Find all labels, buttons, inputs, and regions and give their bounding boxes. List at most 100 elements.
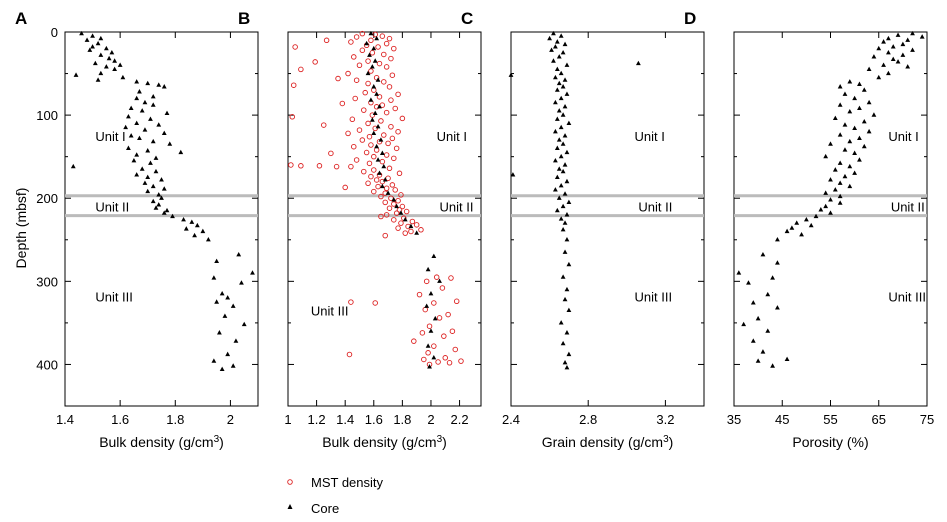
panel-b-x-axis-label: Bulk density (g/cm3) bbox=[322, 434, 447, 450]
core-point bbox=[214, 258, 220, 263]
unit-label: Unit I bbox=[95, 129, 125, 144]
core-point bbox=[852, 150, 858, 155]
core-point bbox=[369, 117, 375, 122]
mst-point bbox=[452, 346, 459, 353]
mst-point bbox=[333, 163, 340, 170]
core-point bbox=[145, 80, 151, 86]
core-point bbox=[431, 354, 437, 360]
mst-point bbox=[368, 142, 374, 148]
x-tick-label: 1 bbox=[284, 412, 291, 427]
core-point bbox=[564, 330, 570, 335]
mst-point bbox=[348, 39, 354, 45]
core-point bbox=[150, 94, 156, 99]
core-point bbox=[230, 303, 236, 308]
core-point bbox=[919, 34, 925, 39]
core-point bbox=[189, 219, 195, 224]
core-point bbox=[142, 180, 148, 185]
mst-point bbox=[376, 60, 383, 67]
mst-point bbox=[396, 170, 403, 177]
mst-point bbox=[425, 350, 431, 356]
panel-a-x-axis-label: Bulk density (g/cm3) bbox=[99, 434, 224, 450]
mst-point bbox=[395, 197, 401, 204]
core-point bbox=[837, 180, 843, 185]
core-point bbox=[103, 64, 109, 69]
core-point bbox=[900, 41, 906, 47]
core-point bbox=[225, 351, 231, 357]
x-tick-label: 2.8 bbox=[579, 412, 597, 427]
panel-c-x-axis-label: Grain density (g/cm3) bbox=[542, 434, 674, 450]
core-point bbox=[205, 236, 211, 242]
core-point bbox=[551, 58, 556, 63]
core-point bbox=[150, 183, 156, 189]
mst-point bbox=[383, 40, 390, 47]
core-point bbox=[750, 338, 756, 343]
core-point bbox=[137, 89, 142, 94]
unit-label: Unit II bbox=[95, 200, 129, 215]
core-point bbox=[556, 166, 562, 171]
mst-point bbox=[395, 128, 401, 135]
core-point bbox=[378, 137, 384, 142]
core-point bbox=[556, 54, 562, 59]
core-point bbox=[842, 173, 848, 179]
core-point bbox=[156, 202, 162, 207]
mst-point bbox=[411, 338, 417, 344]
core-point bbox=[765, 328, 771, 333]
x-tick-label: 1.8 bbox=[393, 412, 411, 427]
mst-point bbox=[351, 54, 357, 60]
mst-point bbox=[388, 55, 394, 62]
core-point bbox=[134, 172, 140, 177]
core-point bbox=[369, 64, 375, 69]
core-point bbox=[562, 41, 568, 47]
core-point bbox=[150, 138, 156, 144]
mst-point bbox=[419, 330, 426, 336]
core-point bbox=[813, 213, 819, 219]
mst-point bbox=[382, 232, 388, 239]
core-point bbox=[842, 91, 848, 96]
core-point bbox=[842, 147, 848, 152]
core-point bbox=[558, 95, 564, 101]
mst-point bbox=[328, 150, 334, 157]
core-point bbox=[230, 363, 236, 368]
mst-point bbox=[442, 355, 449, 361]
unit-label: Unit I bbox=[437, 129, 467, 144]
core-point bbox=[431, 253, 437, 258]
core-point bbox=[109, 49, 115, 55]
mst-point bbox=[379, 158, 386, 165]
core-point bbox=[167, 141, 173, 146]
core-point bbox=[770, 363, 775, 368]
core-point bbox=[123, 124, 129, 130]
core-point bbox=[789, 225, 795, 230]
unit-label: Unit III bbox=[888, 289, 926, 304]
core-point bbox=[832, 187, 838, 192]
mst-point bbox=[381, 51, 387, 58]
core-point bbox=[250, 270, 255, 275]
core-point bbox=[192, 232, 197, 238]
core-point bbox=[131, 158, 137, 163]
mst-point bbox=[388, 97, 394, 103]
core-point bbox=[905, 37, 911, 42]
core-point bbox=[554, 174, 560, 180]
x-tick-label: 55 bbox=[823, 412, 837, 427]
mst-point bbox=[365, 58, 371, 64]
core-point bbox=[560, 84, 566, 89]
mst-point bbox=[376, 94, 383, 100]
core-point bbox=[219, 366, 225, 372]
core-point bbox=[217, 330, 222, 335]
core-point bbox=[876, 74, 882, 80]
core-point bbox=[183, 226, 189, 231]
panel-c-letter: C bbox=[461, 9, 473, 28]
core-point bbox=[900, 52, 906, 57]
core-point bbox=[214, 299, 220, 304]
x-tick-label: 65 bbox=[872, 412, 886, 427]
x-axis-label-end: ) bbox=[219, 434, 224, 450]
core-point bbox=[98, 70, 104, 76]
core-point bbox=[562, 191, 568, 196]
mst-point bbox=[372, 31, 378, 38]
core-point bbox=[365, 70, 371, 76]
mst-point bbox=[342, 184, 348, 191]
core-point bbox=[837, 84, 843, 89]
core-point bbox=[562, 133, 568, 138]
core-point bbox=[905, 64, 911, 69]
mst-point bbox=[372, 125, 378, 132]
